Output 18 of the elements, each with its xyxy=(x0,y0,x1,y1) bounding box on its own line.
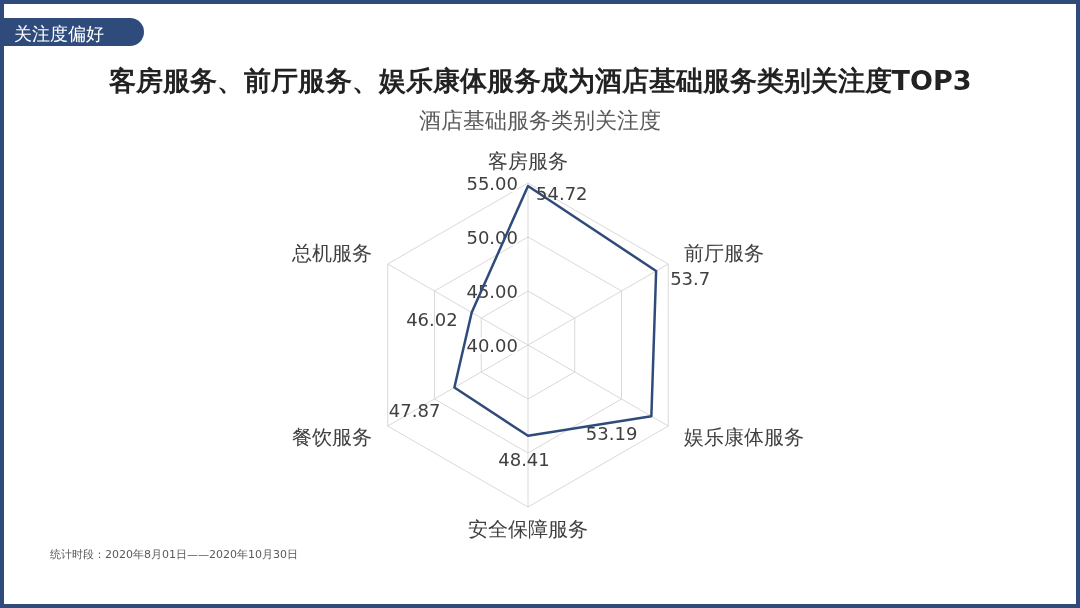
text: 统计时段：2020年8月01日——2020年10月30日 xyxy=(50,548,298,561)
spoke-label: 娱乐康体服务 xyxy=(683,425,804,449)
spoke-label: 客房服务 xyxy=(488,149,568,173)
y-tick-label: 55.00 xyxy=(466,173,518,194)
spoke-label: 餐饮服务 xyxy=(292,425,373,449)
spoke-label: 安全保障服务 xyxy=(468,517,588,541)
spoke-label: 总机服务 xyxy=(291,241,373,265)
spoke-label: 前厅服务 xyxy=(683,241,764,265)
chart-subtitle: 酒店基础服务类别关注度 xyxy=(419,108,661,133)
data-label: 54.72 xyxy=(536,183,588,205)
data-label: 47.87 xyxy=(388,400,441,422)
y-tick-label: 40.00 xyxy=(466,335,518,356)
text: 关注度偏好 xyxy=(14,23,104,44)
data-label: 53.19 xyxy=(585,423,638,445)
chart-title: 客房服务、前厅服务、娱乐康体服务成为酒店基础服务类别关注度TOP3 xyxy=(107,65,972,96)
data-label: 53.7 xyxy=(670,268,711,290)
data-label: 46.02 xyxy=(406,309,458,331)
data-label: 48.41 xyxy=(498,448,550,470)
